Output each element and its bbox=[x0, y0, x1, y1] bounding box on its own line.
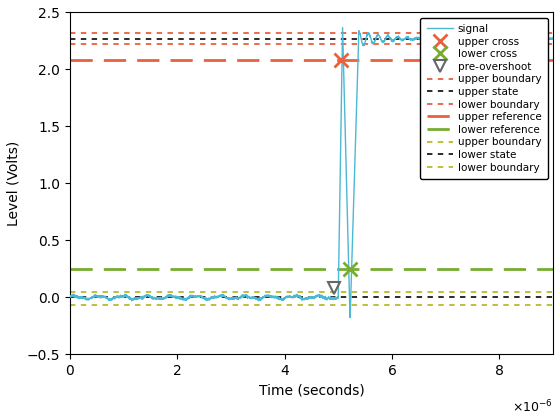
signal bbox=[540, 36, 547, 41]
signal bbox=[150, 297, 157, 302]
signal bbox=[339, 25, 346, 30]
signal bbox=[488, 37, 495, 42]
Legend: signal, upper cross, lower cross, pre-overshoot, upper boundary, upper state, lo: signal, upper cross, lower cross, pre-ov… bbox=[421, 18, 548, 179]
Text: $\times10^{-6}$: $\times10^{-6}$ bbox=[512, 399, 553, 415]
signal bbox=[122, 294, 128, 299]
X-axis label: Time (seconds): Time (seconds) bbox=[259, 384, 364, 398]
signal bbox=[251, 295, 258, 300]
signal bbox=[550, 36, 557, 41]
signal bbox=[347, 315, 353, 320]
signal bbox=[67, 293, 73, 298]
Line: signal: signal bbox=[70, 28, 553, 318]
Y-axis label: Level (Volts): Level (Volts) bbox=[7, 141, 21, 226]
signal bbox=[273, 294, 279, 299]
